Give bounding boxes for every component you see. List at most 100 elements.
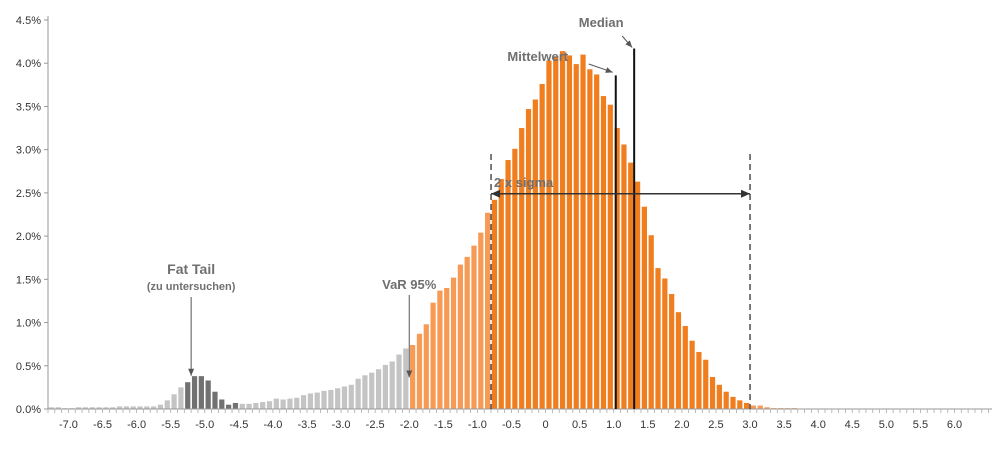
histogram-bar	[634, 181, 641, 409]
histogram-bar	[48, 407, 55, 409]
y-tick-label: 1.5%	[16, 274, 41, 286]
histogram-bar	[430, 302, 436, 409]
x-tick-label: -4.5	[229, 419, 248, 431]
histogram-bar	[239, 403, 245, 409]
histogram-bar	[369, 372, 375, 409]
histogram-bar	[212, 391, 218, 409]
x-tick-label: -1.0	[468, 419, 487, 431]
histogram-bar	[750, 405, 757, 409]
x-tick-label: 1.5	[640, 419, 655, 431]
histogram-bar	[703, 359, 709, 409]
x-tick-label: 3.0	[742, 419, 757, 431]
histogram-bar	[335, 388, 341, 409]
chart-markers	[490, 48, 751, 409]
histogram-bar	[757, 405, 763, 409]
histogram-bar	[498, 179, 504, 409]
histogram-bar	[55, 407, 61, 409]
histogram-bar	[546, 60, 552, 410]
x-tick-label: -2.0	[400, 419, 419, 431]
histogram-bar	[682, 326, 688, 409]
histogram-bar	[82, 407, 89, 409]
histogram-bar	[512, 148, 518, 409]
histogram-bar	[641, 206, 647, 409]
histogram-bar	[580, 54, 586, 409]
histogram-bar	[130, 406, 136, 409]
histogram-bar	[478, 232, 484, 409]
histogram-bar	[341, 386, 348, 409]
histogram-bar	[253, 402, 259, 409]
histogram-bar	[519, 128, 525, 410]
histogram-bar	[185, 382, 191, 409]
histogram-bar	[137, 406, 143, 409]
histogram-bar	[198, 376, 204, 409]
histogram-bar	[696, 351, 702, 409]
x-tick-label: 5.0	[879, 419, 894, 431]
histogram-bar	[157, 404, 164, 409]
histogram-bar	[621, 144, 627, 410]
histogram-bar	[648, 235, 654, 409]
y-tick-label: 4.0%	[16, 58, 41, 70]
chart-annotations: 2 x sigma Median Mittelwert Fat Tail (zu unt…	[147, 15, 633, 378]
histogram-bar	[444, 287, 450, 409]
x-tick-label: -0.5	[502, 419, 521, 431]
histogram-bar	[226, 404, 232, 409]
mittelwert-pointer	[588, 63, 613, 73]
histogram-bar	[362, 375, 368, 409]
histogram-bar	[525, 109, 532, 409]
histogram-bar	[103, 407, 109, 409]
histogram-bar	[219, 399, 225, 409]
histogram-bar	[587, 69, 593, 410]
histogram-bar	[539, 83, 545, 410]
y-tick-label: 3.5%	[16, 101, 41, 113]
histogram-bar	[553, 56, 559, 409]
histogram-bar	[205, 380, 211, 409]
histogram-bar	[491, 199, 498, 409]
histogram-bar	[716, 384, 722, 409]
histogram-bar	[410, 345, 416, 409]
histogram-bar	[314, 392, 320, 409]
x-tick-label: -5.0	[195, 419, 214, 431]
y-tick-label: 4.5%	[16, 15, 41, 27]
histogram-bar	[532, 99, 538, 409]
histogram-bar	[457, 264, 463, 409]
histogram-bar	[178, 387, 184, 409]
x-tick-label: -3.0	[332, 419, 351, 431]
x-tick-label: -2.5	[366, 419, 385, 431]
x-tick-label: -5.5	[161, 419, 180, 431]
histogram-bar	[403, 348, 409, 409]
histogram-bar	[280, 399, 286, 409]
histogram-bar	[151, 406, 157, 409]
histogram-bar	[737, 400, 743, 409]
histogram-bar	[307, 393, 314, 409]
median-label: Median	[579, 15, 624, 30]
y-tick-label: 0.5%	[16, 361, 41, 373]
histogram-bar	[76, 407, 82, 409]
mittelwert-label: Mittelwert	[507, 49, 568, 64]
sigma-label: 2 x sigma	[494, 175, 554, 190]
sigma-arrow-head-right	[741, 189, 751, 198]
histogram-bar	[171, 394, 177, 409]
chart-axes: 0.0% 0.5% 1.0% 1.5% 2.0% 2.5% 3.0% 3.5% 4.0% 4.5%…	[16, 15, 992, 431]
histogram-bar	[709, 377, 716, 409]
histogram-bar	[675, 312, 682, 409]
histogram-bar	[669, 294, 675, 409]
histogram-bar	[266, 401, 273, 409]
histogram-bar	[689, 340, 695, 409]
histogram-bar	[382, 364, 388, 409]
histogram-bar	[464, 256, 470, 409]
x-tick-label: 6.0	[947, 419, 962, 431]
y-tick-label: 2.5%	[16, 188, 41, 200]
x-tick-label: 3.5	[776, 419, 791, 431]
histogram-bar	[573, 64, 579, 409]
histogram-bar	[348, 384, 354, 409]
x-tick-label: 4.5	[845, 419, 860, 431]
histogram-bar	[191, 376, 198, 409]
histogram-bar	[246, 403, 252, 409]
x-tick-label: -6.5	[93, 419, 112, 431]
histogram-bar	[260, 402, 266, 409]
histogram-bar	[437, 290, 443, 409]
histogram-bar	[423, 324, 429, 409]
histogram-bar	[655, 268, 661, 409]
histogram-bars	[48, 51, 797, 410]
